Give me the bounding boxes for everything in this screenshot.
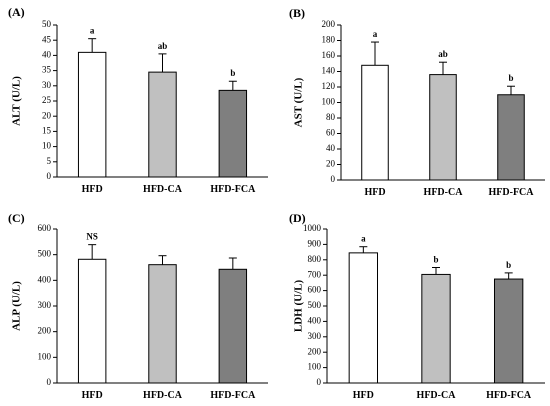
y-tick-label: 30 <box>42 80 52 90</box>
bar-hfd-fca <box>497 94 525 181</box>
bar-hfd-ca <box>429 74 457 181</box>
y-tick-label: 800 <box>308 254 322 264</box>
y-axis-label: AST (U/L) <box>293 77 305 127</box>
y-tick-label: 0 <box>331 174 336 184</box>
y-axis-label: ALP (U/L) <box>11 281 23 331</box>
bar-hfd-ca <box>148 264 177 384</box>
panel-label: (C) <box>8 211 25 225</box>
y-axis-label: LDH (U/L) <box>293 280 305 333</box>
y-tick-label: 0 <box>47 171 52 181</box>
y-tick-label: 20 <box>326 159 336 169</box>
bar-hfd-fca <box>493 278 524 384</box>
x-tick-label: HFD-CA <box>143 184 183 195</box>
y-tick-label: 200 <box>308 346 322 356</box>
significance-label: ab <box>158 41 168 51</box>
significance-label: a <box>373 29 378 39</box>
y-tick-label: 35 <box>42 65 52 75</box>
panel-2: (B) AST (U/L) 0 20 40 60 80 100 120 140 160 180 200 a… <box>289 6 545 198</box>
y-tick-label: 25 <box>42 95 52 105</box>
y-tick-label: 200 <box>38 326 52 336</box>
bar-hfd <box>361 64 389 181</box>
y-tick-label: 45 <box>42 34 52 44</box>
y-tick-label: 1000 <box>303 223 322 233</box>
y-tick-label: 15 <box>42 125 52 135</box>
y-tick-label: 400 <box>38 274 52 284</box>
bar-hfd <box>77 51 107 178</box>
significance-label: b <box>506 260 511 270</box>
significance-label: b <box>433 255 438 265</box>
x-tick-label: HFD-CA <box>417 390 457 401</box>
significance-label: b <box>508 73 513 83</box>
significance-label: a <box>90 26 95 36</box>
y-tick-label: 500 <box>308 300 322 310</box>
y-tick-label: 600 <box>38 223 52 233</box>
y-tick-label: 500 <box>38 249 52 259</box>
y-tick-label: 200 <box>322 19 336 29</box>
x-tick-label: HFD <box>82 184 103 195</box>
y-tick-label: 600 <box>308 285 322 295</box>
bar-hfd <box>77 258 107 384</box>
y-tick-label: 160 <box>322 50 336 60</box>
significance-label: ab <box>438 49 448 59</box>
y-tick-label: 80 <box>326 112 336 122</box>
y-tick-label: 140 <box>322 66 336 76</box>
bar-hfd-fca <box>218 89 248 178</box>
x-tick-label: HFD <box>364 187 385 198</box>
panel-label: (D) <box>289 211 306 225</box>
x-tick-label: HFD <box>353 390 374 401</box>
y-tick-label: 100 <box>322 97 336 107</box>
x-tick-label: HFD-FCA <box>210 184 256 195</box>
significance-label: a <box>361 234 366 244</box>
x-tick-label: HFD <box>82 390 103 401</box>
bar-hfd-fca <box>218 268 248 384</box>
x-tick-label: HFD-CA <box>143 390 183 401</box>
y-tick-label: 0 <box>47 377 52 387</box>
y-tick-label: 50 <box>42 19 52 29</box>
bar-hfd-ca <box>148 71 177 178</box>
bar-hfd-ca <box>421 273 451 384</box>
y-tick-label: 300 <box>308 331 322 341</box>
y-tick-label: 700 <box>308 269 322 279</box>
y-tick-label: 0 <box>317 377 322 387</box>
y-tick-label: 40 <box>42 49 52 59</box>
y-tick-label: 180 <box>322 35 336 45</box>
x-tick-label: HFD-FCA <box>486 390 532 401</box>
y-tick-label: 300 <box>38 300 52 310</box>
panel-1: (A) ALT (U/L) 0 5 10 15 20 25 30 35 40 45 50 a HFD ab HF… <box>8 5 268 195</box>
bar-hfd <box>348 252 379 384</box>
y-tick-label: 100 <box>38 351 52 361</box>
significance-label: b <box>230 68 235 78</box>
y-tick-label: 120 <box>322 81 336 91</box>
y-tick-label: 60 <box>326 128 336 138</box>
y-tick-label: 10 <box>42 141 52 151</box>
y-axis-label: ALT (U/L) <box>11 76 23 126</box>
y-tick-label: 20 <box>42 110 52 120</box>
x-tick-label: HFD-CA <box>424 187 464 198</box>
significance-label: NS <box>86 232 98 242</box>
y-tick-label: 400 <box>308 315 322 325</box>
y-tick-label: 100 <box>308 362 322 372</box>
panel-label: (A) <box>8 5 25 19</box>
panel-label: (B) <box>289 6 305 20</box>
y-tick-label: 900 <box>308 238 322 248</box>
y-tick-label: 5 <box>47 156 52 166</box>
x-tick-label: HFD-FCA <box>210 390 256 401</box>
x-tick-label: HFD-FCA <box>489 187 535 198</box>
panel-4: (D) LDH (U/L) 0 100 200 300 400 500 600 700 800 900… <box>289 211 545 401</box>
y-tick-label: 40 <box>326 143 336 153</box>
panel-3: (C) ALP (U/L) 0 100 200 300 400 500 600 NS HFD HFD-… <box>8 211 268 401</box>
